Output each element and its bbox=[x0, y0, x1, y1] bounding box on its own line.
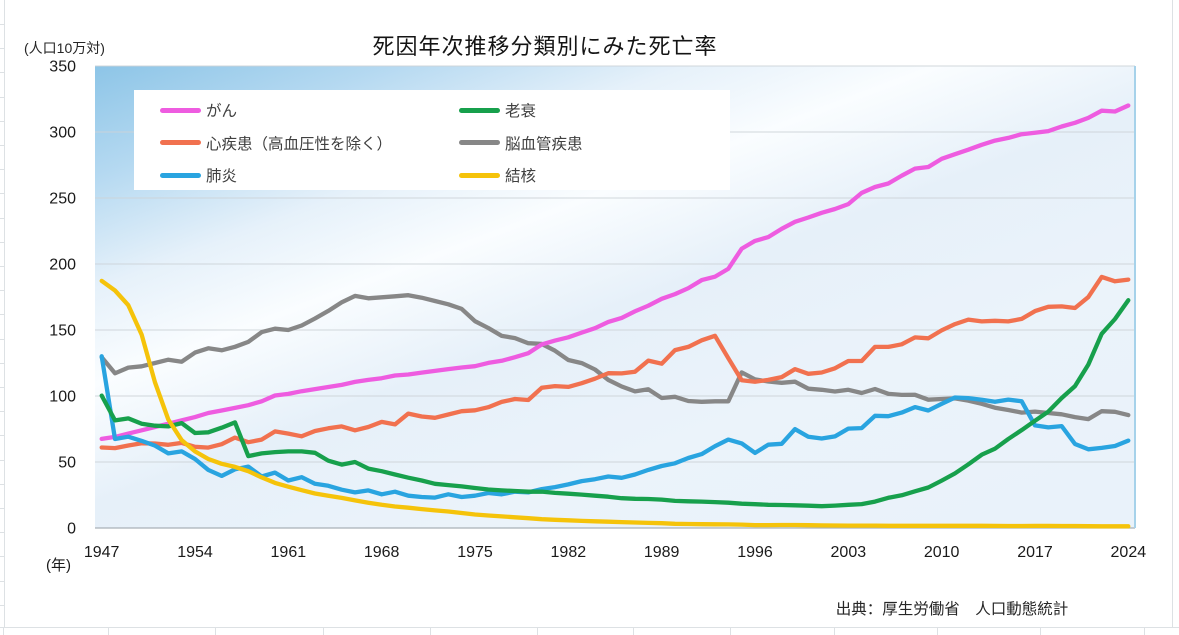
legend-swatch-pneumonia bbox=[160, 172, 201, 178]
sheet-cell-border bbox=[633, 627, 634, 635]
legend-item-senility: 老衰 bbox=[459, 100, 536, 120]
sheet-cell-border bbox=[937, 627, 938, 635]
source-note: 出典：厚生労働省 人口動態統計 bbox=[835, 601, 1069, 618]
legend-swatch-cancer bbox=[160, 107, 201, 113]
x-tick-label-2010: 2010 bbox=[924, 544, 960, 561]
sheet-cell-border bbox=[0, 48, 4, 50]
y-tick-label-200: 200 bbox=[49, 257, 76, 274]
x-tick-label-1961: 1961 bbox=[271, 544, 307, 561]
sheet-cell-border bbox=[0, 435, 4, 437]
sheet-cell-border bbox=[0, 604, 4, 606]
x-tick-label-1996: 1996 bbox=[737, 544, 773, 561]
x-tick-label-2017: 2017 bbox=[1017, 544, 1053, 561]
legend-label-tuberculosis: 結核 bbox=[505, 168, 537, 185]
sheet-cell-border bbox=[0, 459, 4, 461]
sheet-cell-border bbox=[1144, 627, 1145, 635]
y-tick-label-50: 50 bbox=[58, 455, 76, 472]
y-tick-label-150: 150 bbox=[49, 323, 76, 340]
sheet-cell-border bbox=[0, 266, 4, 267]
sheet-cell-border bbox=[0, 338, 4, 340]
legend-item-cerebrovascular: 脳血管疾患 bbox=[459, 133, 583, 153]
legend-swatch-heart-disease bbox=[160, 140, 201, 145]
sheet-cell-border bbox=[215, 627, 216, 635]
x-tick-label-1989: 1989 bbox=[644, 544, 680, 561]
series-line-pneumonia bbox=[99, 354, 1131, 500]
legend-item-pneumonia: 肺炎 bbox=[160, 165, 237, 185]
y-tick-label-300: 300 bbox=[49, 125, 76, 142]
legend-swatch-tuberculosis bbox=[459, 172, 500, 178]
series-line-heart-disease bbox=[99, 274, 1131, 451]
legend-item-cancer: がん bbox=[160, 100, 237, 120]
x-axis-unit-label: (年) bbox=[46, 557, 71, 574]
legend-label-senility: 老衰 bbox=[505, 103, 537, 120]
series-line-cancer bbox=[99, 103, 1131, 442]
sheet-cell-border bbox=[834, 627, 835, 635]
sheet-cell-border bbox=[1040, 627, 1041, 635]
x-tick-label-1975: 1975 bbox=[457, 544, 493, 561]
sheet-cell-border bbox=[0, 387, 4, 388]
sheet-cell-border bbox=[537, 627, 538, 635]
sheet-cell-border bbox=[0, 241, 4, 243]
sheet-cell-border bbox=[0, 96, 4, 98]
x-tick-label-1968: 1968 bbox=[364, 544, 400, 561]
legend-label-heart-disease: 心疾患（高血圧性を除く） bbox=[206, 135, 393, 153]
sheet-cell-border bbox=[0, 145, 4, 146]
sheet-cell-border bbox=[730, 627, 731, 635]
sheet-cell-border bbox=[0, 556, 4, 558]
y-tick-label-100: 100 bbox=[49, 389, 76, 406]
sheet-cell-border bbox=[0, 24, 4, 25]
sheet-cell-border bbox=[0, 72, 4, 74]
sheet-cell-border bbox=[0, 483, 4, 485]
x-tick-label-1947: 1947 bbox=[84, 544, 120, 561]
sheet-cell-border bbox=[3, 627, 4, 635]
sheet-cell-border bbox=[0, 193, 4, 195]
x-tick-label-2024: 2024 bbox=[1111, 544, 1147, 561]
legend-swatch-cerebrovascular bbox=[459, 140, 500, 145]
sheet-gridline-vertical-right bbox=[1172, 0, 1173, 627]
sheet-cell-border bbox=[0, 290, 4, 292]
sheet-cell-border bbox=[0, 217, 4, 219]
sheet-cell-border bbox=[0, 314, 4, 316]
sheet-gridline-vertical-left bbox=[4, 0, 5, 627]
legend-label-cancer: がん bbox=[206, 103, 238, 120]
y-tick-label-350: 350 bbox=[49, 59, 76, 76]
chart-title: 死因年次推移分類別にみた死亡率 bbox=[372, 34, 718, 59]
legend-item-heart-disease: 心疾患（高血圧性を除く） bbox=[160, 133, 392, 153]
legend-label-cerebrovascular: 脳血管疾患 bbox=[505, 135, 583, 153]
sheet-cell-border bbox=[430, 627, 431, 635]
y-tick-label-250: 250 bbox=[49, 191, 76, 208]
sheet-cell-border bbox=[0, 580, 4, 582]
sheet-gridline-horizontal-bottom bbox=[0, 627, 1179, 628]
sheet-cell-border bbox=[0, 508, 4, 509]
sheet-cell-border bbox=[0, 362, 4, 364]
x-tick-label-1954: 1954 bbox=[177, 544, 213, 561]
sheet-cell-border bbox=[0, 532, 4, 534]
y-axis-unit-label: (人口10万対) bbox=[24, 40, 105, 56]
sheet-cell-border bbox=[323, 627, 324, 635]
legend-swatch-senility bbox=[459, 107, 500, 113]
sheet-cell-border bbox=[0, 411, 4, 413]
series-line-senility bbox=[99, 298, 1131, 509]
chart-legend: 脳血管疾患 心疾患（高血圧性を除く） がん肺炎 老衰結核 bbox=[134, 90, 730, 190]
series-line-tuberculosis bbox=[99, 278, 1131, 529]
x-tick-label-2003: 2003 bbox=[831, 544, 867, 561]
sheet-cell-border bbox=[0, 120, 4, 122]
sheet-cell-border bbox=[108, 627, 109, 635]
legend-item-tuberculosis: 結核 bbox=[459, 165, 536, 185]
y-tick-label-0: 0 bbox=[67, 521, 76, 538]
sheet-cell-border bbox=[0, 169, 4, 171]
legend-label-pneumonia: 肺炎 bbox=[206, 168, 238, 185]
x-tick-label-1982: 1982 bbox=[551, 544, 587, 561]
